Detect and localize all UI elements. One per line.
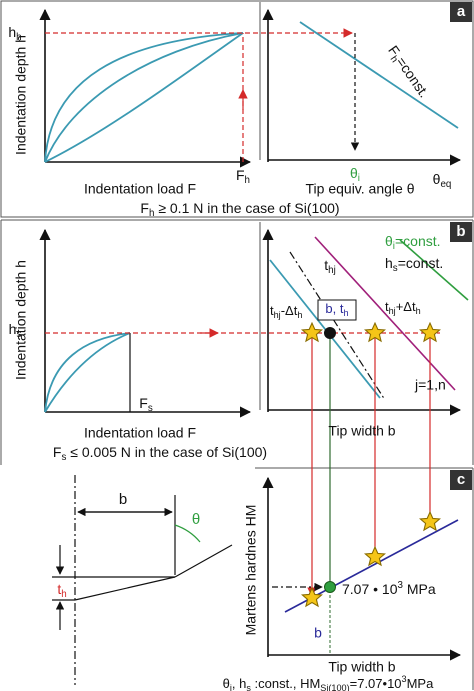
sub: s <box>393 263 398 274</box>
depth-label: th​ <box>57 581 66 600</box>
angle-label: θ <box>192 511 200 528</box>
axis-end-label: θeq​ <box>433 171 452 190</box>
x-axis-label: Tip width b <box>328 659 395 675</box>
sub: s <box>148 403 153 414</box>
sub: h <box>388 54 400 65</box>
text-part: =const. <box>398 255 444 271</box>
text-part: F <box>53 444 62 460</box>
x-axis-label: Tip width b <box>328 423 395 439</box>
panel-b-plot <box>39 228 469 597</box>
sub: h <box>344 308 349 318</box>
y-axis-label: Indentation depth h <box>13 260 29 380</box>
sub: h <box>297 310 302 320</box>
text-part: +Δt <box>396 299 416 314</box>
text-part: h <box>9 321 17 337</box>
angle-mark: θi​ <box>350 165 360 184</box>
panel-letter: c <box>457 471 465 488</box>
text-part: t <box>324 257 328 273</box>
sub: s <box>16 329 21 340</box>
caption: Fh​ ≥ 0.1 N in the case of Si(100) <box>140 200 339 219</box>
text-part: F <box>139 395 148 411</box>
legend-label: θi​=const. <box>385 233 441 252</box>
caption: θi​, hs​ :const., HMSi(100)​=7.07•103​MP… <box>223 674 434 691</box>
text-part: t <box>340 301 344 316</box>
text-part: ≤ 0.005 N in the case of Si(100) <box>66 444 267 460</box>
text-part: t <box>57 581 61 597</box>
sup: 3 <box>402 674 407 684</box>
text-part: MPa <box>403 581 436 597</box>
sub: hj <box>274 310 281 320</box>
sub: h <box>61 589 66 600</box>
text-part: F <box>140 200 149 216</box>
panel-c-plot <box>52 475 462 685</box>
text-part: 7.07 • 10 <box>342 581 398 597</box>
load-mark: Fh​ <box>236 167 250 186</box>
box-label: b, th​ <box>325 301 348 318</box>
load-mark: Fs​ <box>139 395 153 414</box>
text-part: -Δt <box>281 303 298 318</box>
index-label: j=1,n <box>414 377 446 393</box>
x-axis-label: Indentation load F <box>84 425 196 441</box>
value-label: 7.07 • 103​ MPa <box>342 580 436 597</box>
text-part: MPa <box>407 676 435 691</box>
sub: i <box>358 173 360 184</box>
t-label: thj​ <box>324 257 336 276</box>
text-part: b, <box>325 301 339 316</box>
sub: h <box>416 306 421 316</box>
sub: h <box>245 175 250 186</box>
sub: h <box>16 32 21 43</box>
sub: eq <box>440 179 451 190</box>
t-label: thj​-Δth​ <box>270 303 302 320</box>
text-part: θ <box>385 233 393 249</box>
text-part: =const. <box>393 54 432 100</box>
panel-letter: a <box>457 3 466 20</box>
text-part: F <box>236 167 245 183</box>
y-axis-label: Indentation depth h <box>13 35 29 155</box>
sub: s <box>61 452 66 463</box>
t-label: thj​+Δth​ <box>385 299 421 316</box>
sub: h <box>149 208 154 219</box>
text-part: t <box>385 299 389 314</box>
b-mark: b <box>314 625 322 641</box>
h-level: hh​ <box>8 24 21 43</box>
caption: Fs​ ≤ 0.005 N in the case of Si(100) <box>53 444 267 463</box>
sub: Si(100) <box>320 683 349 691</box>
text-part: =7.07•10 <box>350 676 402 691</box>
text-part: θ <box>223 676 230 691</box>
width-label: b <box>119 491 127 508</box>
panel-a-plot <box>39 8 462 168</box>
x-axis-label: Indentation load F <box>84 181 196 197</box>
text-part: θ <box>350 165 358 181</box>
sub: hj <box>328 265 336 276</box>
sub: hj <box>389 306 396 316</box>
text-part: =const. <box>395 233 441 249</box>
sup: 3 <box>398 580 404 591</box>
sub: i <box>393 241 395 252</box>
text-part: t <box>270 303 274 318</box>
legend-label: hs​=const. <box>385 255 443 274</box>
text-part: ≥ 0.1 N in the case of Si(100) <box>154 200 339 216</box>
text-part: :const., HM <box>251 676 320 691</box>
panel-letter: b <box>456 223 465 240</box>
y-axis-label: Martens hardnes HM <box>243 505 259 636</box>
line-label: Fh​=const. <box>383 42 433 102</box>
text-part: h <box>8 24 16 40</box>
text-part: θ <box>433 171 441 187</box>
h-level: hs​ <box>9 321 22 340</box>
text-part: h <box>385 255 393 271</box>
text-part: , h <box>232 676 246 691</box>
sub: s <box>246 683 251 691</box>
sub: i <box>230 683 232 691</box>
x-axis-label: Tip equiv. angle θ <box>306 181 415 197</box>
